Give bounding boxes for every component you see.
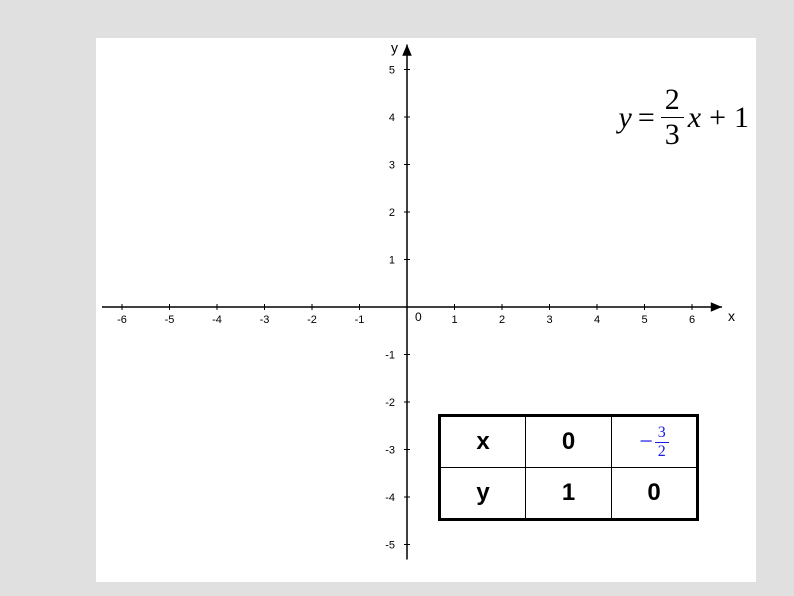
svg-text:-2: -2 [307, 314, 317, 326]
equation-variable: x [688, 101, 701, 135]
svg-text:1: 1 [389, 255, 395, 267]
svg-text:5: 5 [641, 314, 647, 326]
small-fraction: 3 2 [655, 425, 669, 460]
svg-text:-3: -3 [260, 314, 270, 326]
equation-fraction: 2 3 [661, 85, 684, 150]
table-cell: 1 [526, 468, 612, 520]
svg-text:3: 3 [389, 160, 395, 172]
table-value: 0 [562, 428, 575, 455]
svg-text:3: 3 [546, 314, 552, 326]
svg-text:-5: -5 [165, 314, 175, 326]
table-row: y 1 0 [440, 468, 698, 520]
table-header-y: y [440, 468, 526, 520]
equation-display: y = 2 3 x + 1 [619, 85, 750, 150]
table-row: x 0 − 3 2 [440, 416, 698, 468]
svg-text:-1: -1 [355, 314, 365, 326]
equation-equals: = [638, 101, 655, 135]
minus-sign: − [639, 429, 653, 456]
svg-text:4: 4 [389, 112, 395, 124]
table-cell: 0 [612, 468, 698, 520]
small-frac-den: 2 [655, 443, 669, 460]
equation-constant: 1 [734, 101, 749, 135]
svg-text:-6: -6 [117, 314, 127, 326]
svg-text:5: 5 [389, 65, 395, 77]
table-header-x: x [440, 416, 526, 468]
svg-text:2: 2 [499, 314, 505, 326]
equation-plus: + [709, 101, 726, 135]
svg-text:-1: -1 [385, 350, 395, 362]
table-cell: − 3 2 [612, 416, 698, 468]
svg-text:6: 6 [689, 314, 695, 326]
svg-text:-3: -3 [385, 445, 395, 457]
value-table: x 0 − 3 2 y 1 0 [438, 414, 699, 521]
svg-text:-5: -5 [385, 540, 395, 552]
fraction-numerator: 2 [661, 85, 684, 118]
svg-text:-4: -4 [212, 314, 222, 326]
svg-text:2: 2 [389, 207, 395, 219]
svg-text:y: y [391, 40, 398, 56]
svg-text:x: x [728, 308, 735, 324]
svg-text:0: 0 [415, 310, 422, 324]
table-value: 1 [562, 479, 575, 506]
table-value: 0 [647, 479, 660, 506]
small-frac-num: 3 [655, 425, 669, 443]
svg-text:-2: -2 [385, 397, 395, 409]
svg-text:-4: -4 [385, 492, 395, 504]
table-value-negfrac: − 3 2 [639, 425, 669, 460]
svg-text:4: 4 [594, 314, 600, 326]
fraction-denominator: 3 [661, 118, 684, 150]
svg-text:1: 1 [451, 314, 457, 326]
equation-lhs: y [619, 101, 632, 135]
table-cell: 0 [526, 416, 612, 468]
